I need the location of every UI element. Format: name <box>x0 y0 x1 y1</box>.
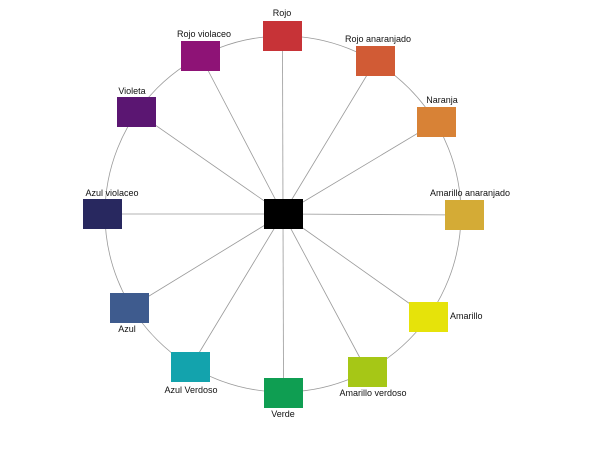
center-black-square <box>264 199 303 229</box>
swatch-verde <box>264 378 303 408</box>
spoke-violeta <box>136 111 284 215</box>
spoke-amarillo-verdoso <box>282 213 368 373</box>
spoke-rojo-anaranjado <box>282 60 376 215</box>
swatch-amarillo <box>409 302 448 332</box>
swatch-violeta <box>117 97 156 127</box>
swatch-azul-violaceo <box>83 199 122 229</box>
swatch-rojo-violaceo <box>181 41 220 71</box>
swatch-label-verde: Verde <box>271 409 295 419</box>
swatch-rojo-anaranjado <box>356 46 395 76</box>
swatch-label-azul-verdoso: Azul Verdoso <box>164 385 217 395</box>
swatch-label-azul: Azul <box>118 324 136 334</box>
spoke-amarillo-anaranjado <box>282 213 465 216</box>
spoke-verde <box>282 213 284 394</box>
swatch-label-amarillo-anaranjado: Amarillo anaranjado <box>430 188 510 198</box>
swatch-naranja <box>417 107 456 137</box>
spoke-rojo <box>282 35 284 215</box>
spokes-group <box>102 35 465 394</box>
swatch-label-rojo-anaranjado: Rojo anaranjado <box>345 34 411 44</box>
swatch-label-amarillo-verdoso: Amarillo verdoso <box>339 388 406 398</box>
swatch-azul-verdoso <box>171 352 210 382</box>
swatch-label-azul-violaceo: Azul violaceo <box>85 188 138 198</box>
swatch-label-naranja: Naranja <box>426 95 458 105</box>
swatch-amarillo-verdoso <box>348 357 387 387</box>
spoke-amarillo <box>282 213 429 318</box>
swatch-label-violeta: Violeta <box>118 86 145 96</box>
swatches-group: Rojo Rojo anaranjado Naranja Amarillo anara… <box>83 8 510 419</box>
swatch-amarillo-anaranjado <box>445 200 484 230</box>
swatch-label-amarillo: Amarillo <box>450 311 483 321</box>
spoke-naranja <box>282 121 437 215</box>
spoke-azul-verdoso <box>190 213 284 368</box>
swatch-rojo <box>263 21 302 51</box>
swatch-azul <box>110 293 149 323</box>
spoke-rojo-violaceo <box>200 55 284 215</box>
swatch-label-rojo: Rojo <box>273 8 292 18</box>
spoke-azul <box>129 213 284 309</box>
swatch-label-rojo-violaceo: Rojo violaceo <box>177 29 231 39</box>
